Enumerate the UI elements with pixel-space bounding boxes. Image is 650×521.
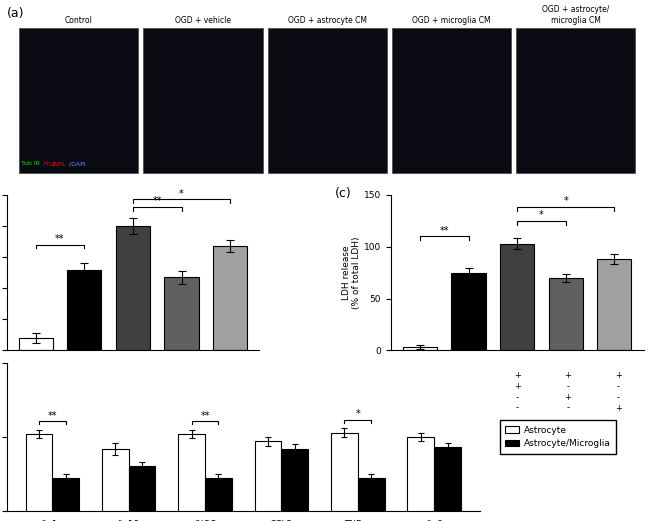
Text: -: - xyxy=(415,382,417,391)
Bar xyxy=(102,449,129,521)
Text: -: - xyxy=(31,382,33,391)
Text: -: - xyxy=(566,382,569,391)
Text: +: + xyxy=(615,404,621,413)
FancyBboxPatch shape xyxy=(268,28,387,173)
Text: (a): (a) xyxy=(6,7,24,20)
Text: **: ** xyxy=(439,226,449,235)
Text: **: ** xyxy=(200,411,210,421)
Text: -: - xyxy=(515,404,519,413)
Text: /DAPI: /DAPI xyxy=(69,161,86,166)
Bar xyxy=(597,259,631,351)
Text: -: - xyxy=(131,393,135,402)
Bar xyxy=(164,277,198,351)
Text: +: + xyxy=(180,371,187,380)
Text: +: + xyxy=(231,371,237,380)
Text: *: * xyxy=(564,196,568,206)
Text: +: + xyxy=(129,371,136,380)
Text: +: + xyxy=(129,382,136,391)
Bar xyxy=(52,478,79,521)
Bar xyxy=(403,348,437,351)
Text: (c): (c) xyxy=(335,187,352,200)
Text: -: - xyxy=(617,393,619,402)
Text: -: - xyxy=(31,404,33,413)
Text: Microglia/ Astrocyte CM: Microglia/ Astrocyte CM xyxy=(252,404,343,413)
Text: +: + xyxy=(514,371,521,380)
Text: -: - xyxy=(31,371,33,380)
Text: -: - xyxy=(81,393,84,402)
Bar xyxy=(116,226,150,351)
Text: -: - xyxy=(233,382,235,391)
Text: -: - xyxy=(182,404,185,413)
Text: OGD + vehicle: OGD + vehicle xyxy=(175,16,231,24)
Bar xyxy=(25,434,52,521)
Bar xyxy=(331,432,358,521)
Legend: Astrocyte, Astrocyte/Microglia: Astrocyte, Astrocyte/Microglia xyxy=(500,420,616,454)
Text: -: - xyxy=(182,382,185,391)
Text: -: - xyxy=(617,382,619,391)
Text: **: ** xyxy=(55,234,65,244)
Text: +: + xyxy=(615,371,621,380)
Text: -: - xyxy=(465,382,468,391)
Text: -: - xyxy=(415,371,417,380)
Text: -: - xyxy=(131,404,135,413)
Bar xyxy=(281,449,308,521)
Text: -: - xyxy=(233,393,235,402)
FancyBboxPatch shape xyxy=(144,28,263,173)
Text: +: + xyxy=(231,404,237,413)
Text: -: - xyxy=(31,393,33,402)
Bar xyxy=(434,447,461,521)
Text: OGD + astrocyte CM: OGD + astrocyte CM xyxy=(288,16,367,24)
Bar xyxy=(500,243,534,351)
Text: +: + xyxy=(180,393,187,402)
Bar xyxy=(129,466,155,521)
Bar xyxy=(255,441,281,521)
Bar xyxy=(205,478,232,521)
Text: -: - xyxy=(81,382,84,391)
Text: Microglia CM: Microglia CM xyxy=(252,393,301,402)
Bar xyxy=(358,478,385,521)
Text: Control: Control xyxy=(65,16,93,24)
Text: -: - xyxy=(81,404,84,413)
Text: /TUNEL: /TUNEL xyxy=(44,161,66,166)
FancyBboxPatch shape xyxy=(392,28,511,173)
Text: *: * xyxy=(356,410,360,419)
Bar xyxy=(408,437,434,521)
Text: +: + xyxy=(564,371,571,380)
Y-axis label: LDH release
(% of total LDH): LDH release (% of total LDH) xyxy=(341,237,361,309)
Bar xyxy=(213,246,247,351)
Bar xyxy=(452,272,486,351)
Text: +: + xyxy=(514,382,521,391)
Text: +: + xyxy=(79,371,86,380)
Text: OGD + microglia CM: OGD + microglia CM xyxy=(412,16,491,24)
Text: OGD: OGD xyxy=(252,371,269,380)
Text: **: ** xyxy=(153,196,162,206)
Text: OGD + astrocyte/
microglia CM: OGD + astrocyte/ microglia CM xyxy=(542,5,609,24)
Text: **: ** xyxy=(47,411,57,421)
Text: -: - xyxy=(566,404,569,413)
Text: Astrocyte CM: Astrocyte CM xyxy=(252,382,302,391)
Text: *: * xyxy=(539,210,544,220)
Text: -: - xyxy=(465,404,468,413)
FancyBboxPatch shape xyxy=(516,28,635,173)
Text: -: - xyxy=(415,404,417,413)
Text: +: + xyxy=(463,371,470,380)
Bar xyxy=(549,278,583,351)
Text: Tub III: Tub III xyxy=(21,161,40,166)
Bar xyxy=(67,269,101,351)
Bar xyxy=(19,338,53,351)
Text: -: - xyxy=(465,393,468,402)
Text: *: * xyxy=(179,189,184,199)
Text: +: + xyxy=(564,393,571,402)
FancyBboxPatch shape xyxy=(20,28,138,173)
Bar xyxy=(178,434,205,521)
Text: -: - xyxy=(515,393,519,402)
Text: -: - xyxy=(415,393,417,402)
